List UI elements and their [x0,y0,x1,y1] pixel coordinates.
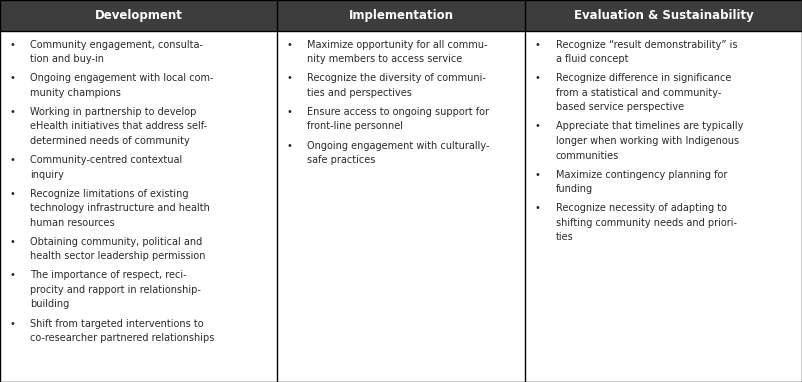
Text: •: • [10,107,15,117]
Text: Implementation: Implementation [349,9,453,22]
Text: Ensure access to ongoing support for: Ensure access to ongoing support for [307,107,489,117]
Text: Community-centred contextual: Community-centred contextual [30,155,183,165]
Text: Working in partnership to develop: Working in partnership to develop [30,107,196,117]
Text: human resources: human resources [30,218,115,228]
Text: Ongoing engagement with culturally-: Ongoing engagement with culturally- [307,141,490,151]
Text: longer when working with Indigenous: longer when working with Indigenous [556,136,739,146]
Text: from a statistical and community-: from a statistical and community- [556,88,721,98]
Text: •: • [535,73,541,83]
Text: ties and perspectives: ties and perspectives [307,88,412,98]
Text: based service perspective: based service perspective [556,102,684,112]
Text: Appreciate that timelines are typically: Appreciate that timelines are typically [556,121,743,131]
Text: Recognize the diversity of communi-: Recognize the diversity of communi- [307,73,486,83]
Text: •: • [10,189,15,199]
Text: •: • [10,155,15,165]
Text: communities: communities [556,151,619,160]
Text: Recognize necessity of adapting to: Recognize necessity of adapting to [556,203,727,213]
Text: •: • [10,40,15,50]
Text: •: • [10,270,15,280]
Text: shifting community needs and priori-: shifting community needs and priori- [556,218,737,228]
Text: Recognize “result demonstrability” is: Recognize “result demonstrability” is [556,40,737,50]
Text: •: • [286,107,292,117]
Text: procity and rapport in relationship-: procity and rapport in relationship- [30,285,201,295]
Text: eHealth initiatives that address self-: eHealth initiatives that address self- [30,121,208,131]
Text: Recognize difference in significance: Recognize difference in significance [556,73,731,83]
Text: co-researcher partnered relationships: co-researcher partnered relationships [30,333,215,343]
Text: Maximize opportunity for all commu-: Maximize opportunity for all commu- [307,40,488,50]
Text: building: building [30,299,70,309]
Text: •: • [535,121,541,131]
Text: •: • [535,203,541,213]
Text: •: • [286,40,292,50]
Text: Obtaining community, political and: Obtaining community, political and [30,237,203,247]
Text: Community engagement, consulta-: Community engagement, consulta- [30,40,204,50]
Text: munity champions: munity champions [30,88,121,98]
Text: The importance of respect, reci-: The importance of respect, reci- [30,270,187,280]
Text: •: • [535,170,541,180]
Bar [0,0,277,31]
Text: •: • [286,73,292,83]
Text: Shift from targeted interventions to: Shift from targeted interventions to [30,319,204,329]
Text: front-line personnel: front-line personnel [307,121,403,131]
Text: •: • [286,141,292,151]
Text: Recognize limitations of existing: Recognize limitations of existing [30,189,189,199]
Text: determined needs of community: determined needs of community [30,136,190,146]
Text: safe practices: safe practices [307,155,375,165]
Text: inquiry: inquiry [30,170,64,180]
Text: health sector leadership permission: health sector leadership permission [30,251,206,261]
Text: nity members to access service: nity members to access service [307,54,463,64]
Text: Ongoing engagement with local com-: Ongoing engagement with local com- [30,73,214,83]
Bar [277,0,525,31]
Text: Evaluation & Sustainability: Evaluation & Sustainability [573,9,754,22]
Text: •: • [10,319,15,329]
Text: tion and buy-in: tion and buy-in [30,54,104,64]
Bar [525,0,802,31]
Text: •: • [10,237,15,247]
Text: ties: ties [556,232,573,242]
Text: •: • [535,40,541,50]
Text: funding: funding [556,184,593,194]
Text: •: • [10,73,15,83]
Text: Development: Development [95,9,182,22]
Text: Maximize contingency planning for: Maximize contingency planning for [556,170,727,180]
Text: technology infrastructure and health: technology infrastructure and health [30,203,210,213]
Text: a fluid concept: a fluid concept [556,54,628,64]
